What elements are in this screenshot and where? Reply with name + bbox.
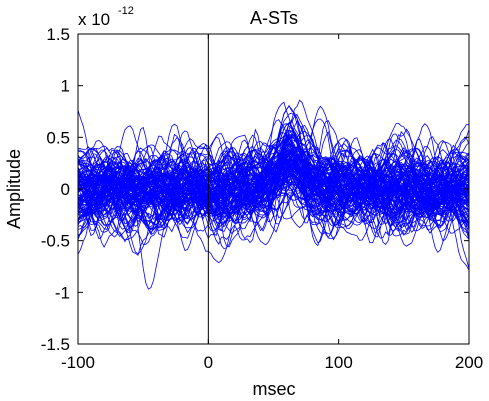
- trace-91: [77, 139, 470, 221]
- representative-trace-1: [77, 122, 469, 290]
- x-tick-label: 0: [204, 353, 213, 372]
- trace-86: [77, 134, 470, 236]
- y-axis-label: Amplitude: [4, 149, 24, 229]
- traces-group: [77, 99, 470, 290]
- trace-102: [77, 149, 470, 213]
- y-exponent-base: x 10: [78, 10, 110, 29]
- trace-106: [77, 99, 469, 220]
- trace-120: [77, 148, 470, 207]
- trace-105: [77, 138, 470, 214]
- y-tick-label: -1: [55, 283, 70, 302]
- y-tick-label: 1: [61, 77, 70, 96]
- x-tick-label: 100: [324, 353, 352, 372]
- chart-title: A-STs: [250, 8, 298, 28]
- trace-119: [77, 134, 470, 225]
- x-tick-label: -100: [61, 353, 95, 372]
- x-axis-label: msec: [252, 379, 295, 399]
- y-tick-label: -0.5: [41, 232, 70, 251]
- trace-107: [77, 146, 470, 219]
- y-tick-label: 0: [61, 180, 70, 199]
- trace-101: [77, 148, 470, 248]
- trace-113: [77, 142, 470, 232]
- trace-117: [77, 157, 470, 234]
- x-tick-label: 200: [455, 353, 483, 372]
- trace-118: [77, 119, 470, 229]
- y-tick-label: 0.5: [46, 128, 70, 147]
- y-axis-ticks: -1.5 -1 -0.5 0 0.5 1 1.5: [41, 25, 469, 354]
- y-exponent-power: -12: [118, 5, 134, 17]
- y-tick-label: -1.5: [41, 335, 70, 354]
- trace-89: [77, 138, 470, 222]
- trace-112: [77, 167, 470, 218]
- y-tick-label: 1.5: [46, 25, 70, 44]
- x-axis-ticks: -100 0 100 200: [61, 34, 483, 372]
